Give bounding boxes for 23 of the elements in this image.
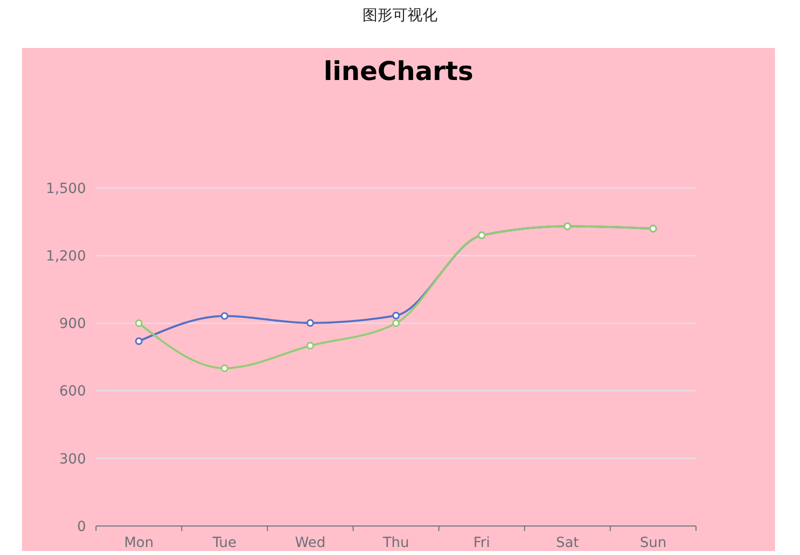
x-tick-label: Mon <box>124 535 154 551</box>
y-tick-label: 600 <box>59 384 86 400</box>
y-tick-label: 0 <box>77 518 86 535</box>
chart-title: lineCharts <box>324 57 474 87</box>
point <box>306 342 314 350</box>
x-tick-label: Thu <box>382 535 410 551</box>
y-tick-label: 900 <box>59 316 86 332</box>
x-tick-label: Wed <box>295 535 326 551</box>
text: 图形可视化 <box>362 6 438 24</box>
y-tick-label: 300 <box>59 451 86 468</box>
point <box>220 364 228 372</box>
x-tick-label: Sat <box>556 535 580 551</box>
x-tick-label: Tue <box>212 535 237 551</box>
point <box>220 312 228 320</box>
point <box>392 312 400 320</box>
y-tick-label: 1,200 <box>46 248 86 264</box>
y-tick-label: 1,500 <box>46 180 86 197</box>
x-tick-label: Fri <box>473 535 490 551</box>
x-tick-label: Sun <box>640 535 666 551</box>
point <box>135 337 143 346</box>
point <box>306 319 314 327</box>
point <box>392 319 400 327</box>
point <box>135 319 143 327</box>
